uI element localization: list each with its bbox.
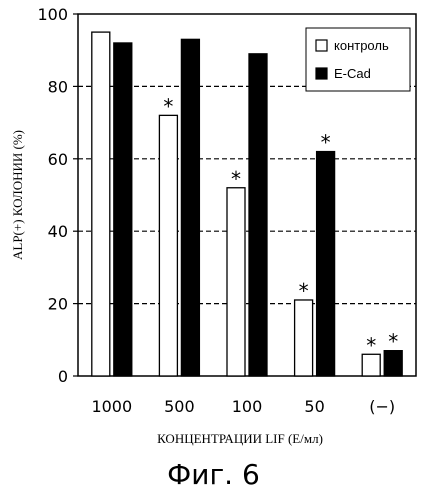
bar-control — [91, 31, 111, 377]
x-tick-label: 500 — [164, 397, 195, 416]
x-tick-label: (−) — [369, 397, 395, 416]
x-tick-label: 1000 — [91, 397, 132, 416]
bar-ecad — [248, 53, 268, 377]
y-ticks: 0 20 40 60 80 100 — [37, 5, 78, 386]
x-tick-label: 50 — [304, 397, 324, 416]
figure-caption: Фиг. 6 — [167, 458, 260, 491]
x-tick-label: 100 — [232, 397, 263, 416]
significance-star: * — [299, 279, 309, 303]
y-tick-label: 20 — [48, 295, 68, 314]
bar-control — [226, 187, 246, 377]
y-tick-label: 100 — [37, 5, 68, 24]
bars — [91, 31, 403, 377]
bar-ecad — [180, 38, 201, 377]
significance-star: * — [231, 167, 241, 191]
y-tick-label: 0 — [58, 367, 68, 386]
y-axis-label: ALP(+) КОЛОНИИ (%) — [10, 130, 25, 260]
x-ticks: 1000 500 100 50 (−) — [91, 397, 395, 416]
legend: контроль E-Cad — [305, 27, 411, 92]
bar-control — [158, 114, 179, 377]
bar-control — [293, 299, 314, 377]
bar-ecad — [383, 350, 403, 377]
significance-star: * — [366, 333, 376, 357]
significance-marks: * * * * * * — [163, 94, 398, 357]
legend-frame — [305, 27, 411, 92]
plot-frame — [77, 13, 417, 377]
bar-ecad — [315, 150, 336, 377]
y-tick-label: 60 — [48, 150, 68, 169]
bar-ecad — [113, 42, 133, 377]
bar-control — [361, 353, 381, 377]
y-tick-label: 80 — [48, 77, 68, 96]
y-tick-label: 40 — [48, 222, 68, 241]
significance-star: * — [321, 131, 331, 155]
significance-star: * — [163, 94, 173, 118]
legend-swatch-control — [315, 39, 328, 52]
legend-label-ecad: E-Cad — [334, 66, 371, 81]
legend-label-control: контроль — [334, 38, 389, 53]
significance-star: * — [388, 330, 398, 354]
legend-swatch-ecad — [315, 67, 328, 80]
x-axis-label: КОНЦЕНТРАЦИИ LIF (Е/мл) — [157, 431, 323, 446]
